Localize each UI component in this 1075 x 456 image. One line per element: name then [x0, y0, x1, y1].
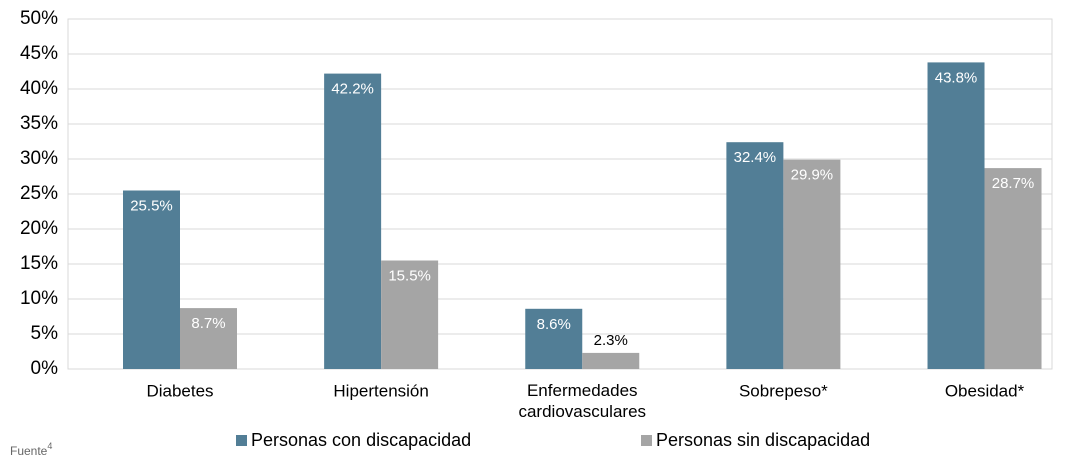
source-note: Fuente4	[10, 441, 52, 456]
y-tick-label: 15%	[20, 253, 58, 274]
value-label: 29.9%	[791, 167, 834, 184]
x-tick-label-line: cardiovasculares	[518, 402, 646, 421]
bar	[381, 260, 439, 369]
x-tick-label: Obesidad*	[945, 381, 1025, 400]
source-ref: 4	[47, 441, 52, 451]
y-tick-label: 35%	[20, 113, 58, 134]
y-tick-label: 45%	[20, 43, 58, 64]
y-tick-label: 40%	[20, 78, 58, 99]
x-tick-label: Enfermedades cardiovasculares	[518, 381, 646, 421]
value-label: 42.2%	[331, 81, 374, 98]
y-tick-label: 10%	[20, 288, 58, 309]
legend-swatch	[641, 435, 652, 446]
bar	[180, 308, 237, 369]
value-label: 15.5%	[388, 267, 431, 284]
bar	[726, 142, 784, 369]
bar	[927, 62, 985, 370]
y-tick-label: 5%	[31, 323, 59, 344]
y-tick-label: 0%	[31, 358, 59, 379]
bar	[783, 159, 841, 369]
value-label: 2.3%	[594, 332, 628, 349]
bar	[123, 190, 180, 369]
y-tick-label: 25%	[20, 183, 58, 204]
legend-label: Personas sin discapacidad	[656, 430, 870, 450]
y-tick-label: 20%	[20, 218, 58, 239]
bar	[582, 352, 640, 369]
bar	[984, 168, 1042, 369]
value-label: 8.6%	[537, 316, 571, 333]
legend-label: Personas con discapacidad	[251, 430, 471, 450]
value-label: 28.7%	[992, 175, 1035, 192]
value-label: 25.5%	[130, 197, 173, 214]
x-tick-label: Hipertensión	[333, 381, 428, 400]
value-label: 8.7%	[191, 315, 225, 332]
value-label: 32.4%	[734, 149, 777, 166]
bar	[525, 308, 583, 369]
bar	[324, 73, 382, 369]
x-tick-label-line: Enfermedades	[527, 381, 638, 400]
x-tick-label: Sobrepeso*	[739, 381, 828, 400]
y-tick-label: 50%	[20, 8, 58, 29]
source-text: Fuente	[10, 444, 48, 456]
legend-swatch	[236, 435, 247, 446]
x-tick-label: Diabetes	[146, 381, 213, 400]
value-label: 43.8%	[935, 69, 978, 86]
y-tick-label: 30%	[20, 148, 58, 169]
